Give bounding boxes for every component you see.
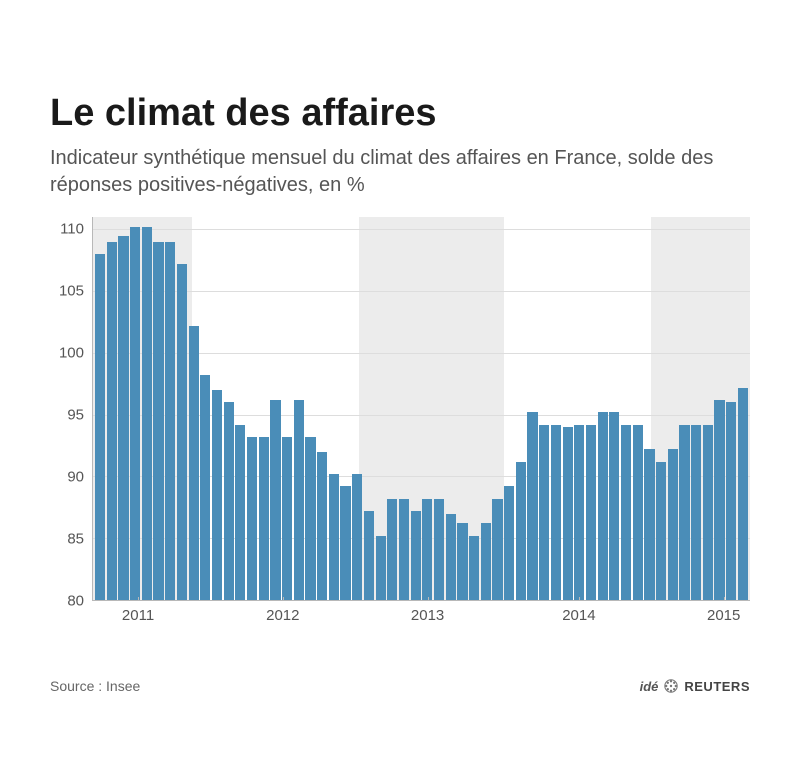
credit-ide: idé (640, 679, 659, 694)
bar (679, 425, 689, 600)
bar (329, 474, 339, 600)
bar (153, 242, 163, 600)
bar (551, 425, 561, 600)
source-label: Source : Insee (50, 678, 140, 694)
bar (633, 425, 643, 600)
bar (118, 236, 128, 600)
chart-footer: Source : Insee idé (50, 678, 750, 694)
bar (352, 474, 362, 600)
bar (586, 425, 596, 600)
bar (305, 437, 315, 600)
bar (247, 437, 257, 600)
x-tick-label: 2015 (707, 607, 740, 624)
bar (492, 499, 502, 600)
bar (130, 227, 140, 600)
bar (644, 449, 654, 600)
x-tick-label: 2013 (411, 607, 444, 624)
bar (714, 400, 724, 600)
bar (189, 326, 199, 600)
reuters-icon (664, 679, 678, 693)
x-tick-mark (428, 597, 429, 601)
bar-series (93, 217, 750, 600)
y-tick-label: 80 (67, 593, 84, 610)
bar (422, 499, 432, 600)
bar (282, 437, 292, 600)
bar (212, 390, 222, 600)
bar (376, 536, 386, 600)
image-frame: Le climat des affaires Indicateur synthé… (0, 0, 800, 776)
chart-card: Le climat des affaires Indicateur synthé… (20, 68, 780, 708)
bar (95, 254, 105, 600)
chart-title: Le climat des affaires (50, 92, 750, 135)
bar (563, 427, 573, 600)
bar (340, 486, 350, 600)
x-tick-label: 2011 (122, 607, 154, 624)
bar (177, 264, 187, 600)
bar (224, 402, 234, 600)
bar (738, 388, 748, 601)
credit-reuters: REUTERS (684, 679, 750, 694)
bar (691, 425, 701, 600)
bar (142, 227, 152, 600)
credit: idé REUTERS (640, 679, 750, 694)
bar (539, 425, 549, 600)
x-tick-mark (283, 597, 284, 601)
y-axis: 80 85 90 95 100 105 110 (50, 217, 90, 627)
x-axis: 2011 2012 2013 2014 2015 (92, 601, 750, 627)
bar (469, 536, 479, 600)
bar (200, 375, 210, 600)
bar (235, 425, 245, 600)
x-tick-mark (579, 597, 580, 601)
bar (598, 412, 608, 600)
bar (270, 400, 280, 600)
bar (516, 462, 526, 600)
x-tick-label: 2012 (266, 607, 299, 624)
bar (165, 242, 175, 600)
bar (107, 242, 117, 600)
bar (574, 425, 584, 600)
bar (481, 523, 491, 600)
bar (387, 499, 397, 600)
bar (609, 412, 619, 600)
y-tick-label: 110 (60, 221, 84, 238)
chart-subtitle: Indicateur synthétique mensuel du climat… (50, 145, 750, 199)
chart-area: 80 85 90 95 100 105 110 2011 2012 2013 2014 2015 (50, 217, 750, 627)
bar (364, 511, 374, 600)
bar (703, 425, 713, 600)
y-tick-label: 100 (59, 345, 84, 362)
bar (504, 486, 514, 600)
bar (656, 462, 666, 600)
bar (434, 499, 444, 600)
x-tick-label: 2014 (562, 607, 595, 624)
x-tick-mark (724, 597, 725, 601)
plot-area (92, 217, 750, 601)
bar (527, 412, 537, 600)
bar (294, 400, 304, 600)
y-tick-label: 85 (67, 531, 84, 548)
bar (668, 449, 678, 600)
bar (621, 425, 631, 600)
bar (726, 402, 736, 600)
y-tick-label: 105 (59, 283, 84, 300)
bar (446, 514, 456, 600)
y-tick-label: 95 (67, 407, 84, 424)
bar (457, 523, 467, 600)
y-tick-label: 90 (67, 469, 84, 486)
bar (317, 452, 327, 600)
bar (259, 437, 269, 600)
bar (399, 499, 409, 600)
x-tick-mark (138, 597, 139, 601)
bar (411, 511, 421, 600)
